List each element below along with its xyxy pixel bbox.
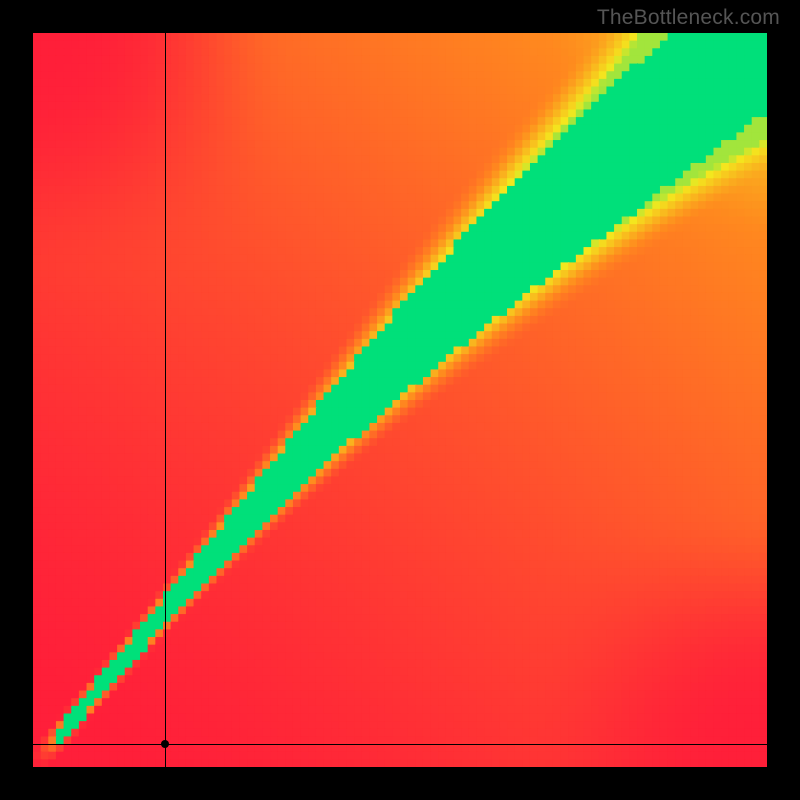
bottleneck-heatmap	[33, 33, 767, 767]
crosshair-intersection-dot	[161, 740, 169, 748]
watermark-text: TheBottleneck.com	[597, 6, 780, 30]
crosshair-vertical	[165, 33, 166, 767]
crosshair-horizontal	[33, 744, 767, 745]
